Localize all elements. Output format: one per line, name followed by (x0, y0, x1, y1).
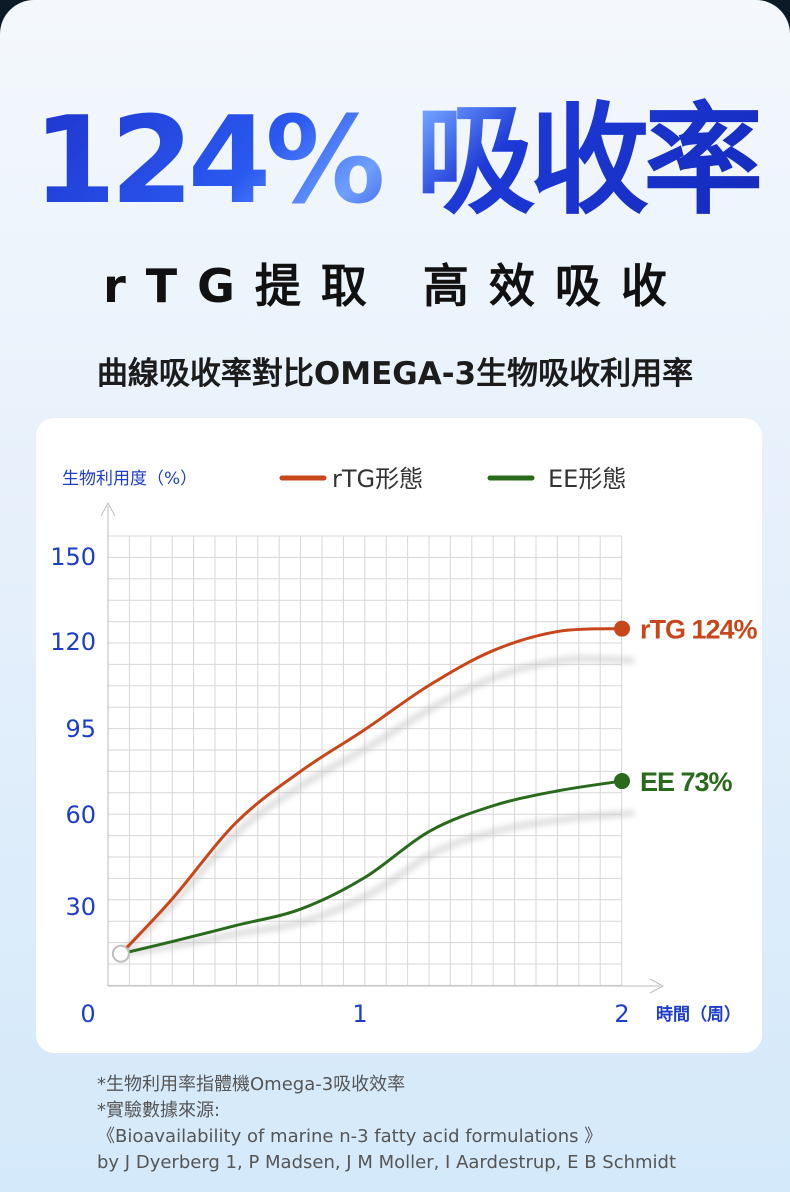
x-tick-label: 0 (80, 1000, 95, 1028)
legend-label: EE形態 (548, 465, 626, 493)
x-tick-label: 1 (352, 1000, 367, 1028)
x-axis-title: 時間（周） (656, 1004, 741, 1025)
series-layer (111, 620, 630, 963)
headline: 124% 吸收率 (0, 92, 790, 232)
series-shadow (118, 655, 635, 957)
footnote-definition: *生物利用率指體機Omega-3吸收效率 (97, 1074, 406, 1095)
y-tick-label: 60 (65, 801, 96, 829)
subtitle: rTG提取 高效吸收 (103, 259, 687, 313)
series-line-rtg (119, 627, 623, 955)
grid (107, 535, 623, 986)
y-tick-label: 30 (65, 893, 96, 921)
footnote-source-label: *實驗數據來源: (97, 1100, 221, 1121)
y-axis-title: 生物利用度（%） (62, 469, 197, 489)
legend-label: rTG形態 (332, 465, 423, 493)
axes (100, 501, 665, 994)
y-tick-label: 120 (50, 628, 96, 656)
chart-caption: 曲線吸收率對比OMEGA-3生物吸收利用率 (96, 356, 694, 392)
start-point (111, 944, 130, 963)
end-point (614, 773, 630, 790)
y-axis-arrow (100, 501, 116, 517)
end-label: rTG 124% (640, 615, 758, 645)
footnotes: *生物利用率指體機Omega-3吸收效率 *實驗數據來源: 《Bioavaila… (97, 1072, 777, 1176)
x-axis-arrow (649, 978, 665, 994)
series-shadow (120, 809, 635, 958)
curve-shadows (118, 655, 635, 958)
y-tick-label: 150 (50, 543, 96, 571)
end-point (614, 620, 630, 637)
x-tick-label: 2 (614, 1000, 629, 1028)
footnote-paper-title: 《Bioavailability of marine n-3 fatty aci… (97, 1126, 603, 1147)
y-tick-label: 95 (65, 715, 96, 743)
labels: 150 120 95 60 30 0 1 2 生物利用度（%） 時間（周） rTG形態 EE形態 rTG… (50, 465, 758, 1028)
footnote-authors: by J Dyerberg 1, P Madsen, J M Moller, I… (97, 1152, 677, 1173)
end-label: EE 73% (640, 767, 733, 797)
